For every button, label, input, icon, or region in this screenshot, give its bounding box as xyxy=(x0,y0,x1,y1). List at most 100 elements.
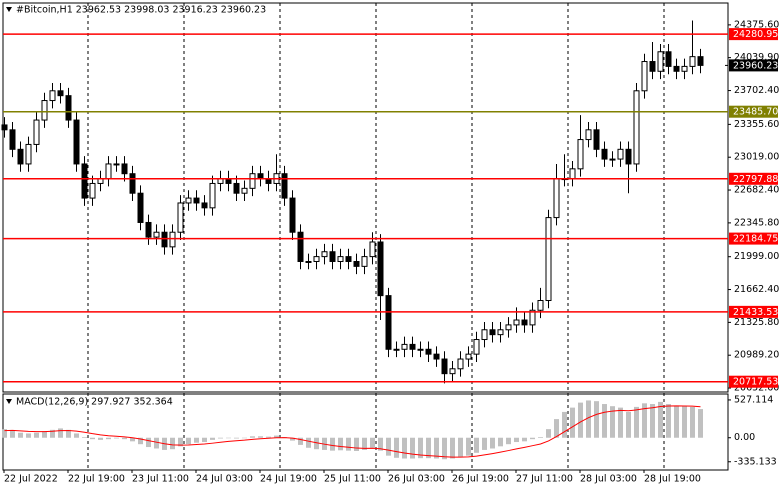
candle-body xyxy=(673,65,680,72)
candle-body xyxy=(425,348,432,355)
candle-body xyxy=(113,163,120,166)
macd-bar xyxy=(98,437,103,440)
candle-body xyxy=(33,119,40,145)
candle-body xyxy=(177,202,184,233)
macd-bar xyxy=(82,437,87,438)
macd-bar xyxy=(674,405,679,438)
y-tick-label: 527.114 xyxy=(734,394,773,405)
y-tick-label: 24375.60 xyxy=(734,19,779,30)
macd-bar xyxy=(306,437,311,448)
level-label: 22184.75 xyxy=(733,234,778,245)
candle-body xyxy=(625,148,632,165)
macd-bar xyxy=(50,429,55,438)
candle-body xyxy=(633,90,640,165)
price-panel-frame xyxy=(2,2,729,393)
macd-bar xyxy=(450,437,455,459)
candle-body xyxy=(457,358,464,370)
candle-body xyxy=(121,163,128,175)
x-tick-label: 27 Jul 11:00 xyxy=(516,474,573,485)
candle-body xyxy=(553,178,560,219)
macd-bar xyxy=(346,437,351,451)
y-tick-label: 20652.60 xyxy=(734,383,779,394)
candle-body xyxy=(129,173,136,194)
candle-body xyxy=(201,202,208,209)
candle-body xyxy=(665,51,672,67)
candle-body xyxy=(473,339,480,355)
level-label: 22797.88 xyxy=(733,174,778,185)
macd-bar xyxy=(186,437,191,445)
candle-body xyxy=(25,143,32,165)
macd-bar xyxy=(594,401,599,438)
candle-body xyxy=(585,129,592,141)
candle-body xyxy=(49,90,56,102)
candle-body xyxy=(1,124,8,131)
candle-body xyxy=(521,319,528,326)
macd-bar xyxy=(666,404,671,438)
macd-bar xyxy=(34,432,39,438)
macd-bar xyxy=(634,406,639,438)
macd-bar xyxy=(242,437,247,439)
macd-bar xyxy=(514,437,519,443)
candle-body xyxy=(513,319,520,326)
y-tick-label: 23019.00 xyxy=(734,152,779,163)
candle-body xyxy=(369,241,376,258)
candle-body xyxy=(297,231,304,262)
macd-bar xyxy=(178,437,183,447)
candle-body xyxy=(257,173,264,180)
candle-body xyxy=(609,158,616,161)
title-icon xyxy=(6,7,12,12)
level-label: 21433.53 xyxy=(733,307,778,318)
candle-body xyxy=(545,217,552,302)
candle-body xyxy=(601,148,608,160)
candle-body xyxy=(353,260,360,267)
macd-bar xyxy=(18,432,23,438)
candle-body xyxy=(185,197,192,204)
macd-bar xyxy=(626,411,631,438)
candle-body xyxy=(641,61,648,92)
macd-bar xyxy=(434,437,439,459)
macd-bar xyxy=(530,437,535,440)
y-tick-label: 21662.40 xyxy=(734,284,779,295)
signal-line xyxy=(4,405,701,458)
macd-bar xyxy=(658,401,663,438)
macd-bar xyxy=(10,430,15,438)
candle-body xyxy=(361,256,368,267)
macd-bar xyxy=(498,437,503,447)
candle-body xyxy=(377,241,384,297)
macd-bar xyxy=(266,436,271,438)
level-label-box xyxy=(729,305,778,318)
macd-bar xyxy=(482,437,487,450)
macd-bar xyxy=(250,436,255,438)
candle-body xyxy=(89,182,96,199)
macd-bar xyxy=(106,437,111,440)
candle-body xyxy=(81,163,88,199)
chart-title: #Bitcoin,H1 23962.53 23998.03 23916.23 2… xyxy=(16,5,266,16)
candle-body xyxy=(249,173,256,189)
y-tick-label: 21325.80 xyxy=(734,317,779,328)
macd-bar xyxy=(378,437,383,451)
candle-body xyxy=(417,348,424,351)
candle-body xyxy=(689,56,696,67)
macd-bar xyxy=(330,437,335,451)
y-tick-label: 0.00 xyxy=(734,432,755,443)
x-tick-label: 22 Jul 19:00 xyxy=(68,474,125,485)
x-tick-label: 25 Jul 11:00 xyxy=(324,474,381,485)
candle-body xyxy=(393,348,400,351)
macd-bar xyxy=(58,428,63,438)
macd-bar xyxy=(210,437,215,440)
macd-bar xyxy=(66,429,71,438)
macd-bar xyxy=(570,407,575,438)
macd-bar xyxy=(554,419,559,438)
macd-bar xyxy=(586,400,591,438)
candle-body xyxy=(9,129,16,150)
candle-body xyxy=(41,100,48,121)
level-label-box xyxy=(729,105,778,118)
candle-body xyxy=(153,231,160,238)
macd-bar xyxy=(314,437,319,450)
macd-bar xyxy=(394,437,399,458)
candle-body xyxy=(313,256,320,262)
macd-bar xyxy=(362,437,367,450)
candle-body xyxy=(697,56,704,66)
macd-bar xyxy=(74,433,79,438)
